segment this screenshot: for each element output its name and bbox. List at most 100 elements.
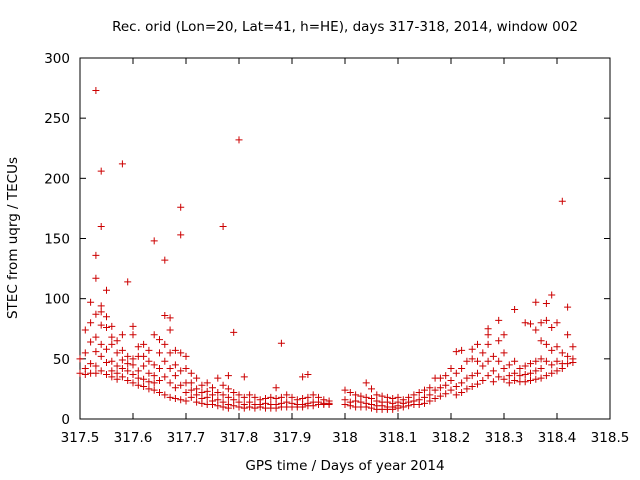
data-point: [421, 393, 428, 401]
data-point: [92, 274, 100, 282]
data-point: [187, 369, 195, 377]
y-tick-label: 250: [44, 111, 70, 127]
data-point: [500, 331, 508, 339]
data-point: [362, 379, 370, 387]
data-point: [553, 367, 561, 375]
data-point: [426, 397, 434, 405]
data-point: [378, 392, 386, 400]
data-point: [129, 322, 137, 330]
y-tick-label: 150: [44, 232, 70, 248]
data-point: [129, 379, 137, 387]
data-point: [288, 393, 296, 401]
data-point: [166, 314, 174, 322]
data-point: [495, 373, 503, 381]
data-point: [156, 389, 163, 397]
data-point: [352, 397, 360, 405]
data-point: [484, 325, 492, 333]
data-point: [108, 333, 116, 341]
data-point: [532, 357, 540, 365]
data-point: [214, 402, 222, 410]
data-point: [527, 320, 534, 328]
x-tick-label: 318: [332, 430, 358, 446]
data-point: [352, 391, 360, 399]
data-point: [161, 373, 169, 381]
data-point: [103, 358, 110, 366]
data-point: [405, 402, 413, 410]
data-point: [76, 355, 84, 363]
data-point: [113, 369, 121, 377]
data-point: [246, 403, 254, 411]
data-point: [564, 331, 572, 339]
data-point: [171, 384, 179, 392]
data-point: [389, 405, 397, 413]
data-point: [484, 372, 492, 380]
data-point: [527, 369, 534, 377]
data-point: [92, 348, 100, 356]
data-point: [214, 389, 222, 397]
data-point: [87, 298, 95, 306]
data-point: [394, 404, 402, 412]
data-point: [346, 389, 354, 397]
data-point: [134, 381, 142, 389]
data-point: [489, 352, 497, 360]
x-tick-label: 317.6: [114, 430, 153, 446]
data-point: [118, 356, 126, 364]
data-point: [182, 389, 190, 397]
data-point: [532, 367, 540, 375]
data-point: [219, 222, 227, 230]
data-point: [304, 393, 312, 401]
data-point: [140, 362, 148, 370]
data-point: [235, 136, 243, 144]
data-point: [103, 324, 110, 332]
data-point: [129, 361, 137, 369]
x-axis-ticks: 317.5 317.6 317.7 317.8 317.9 318 318.1 318.2 31…: [61, 58, 629, 446]
data-point: [558, 364, 566, 372]
data-point: [415, 401, 423, 409]
data-point: [87, 319, 95, 327]
data-point: [161, 391, 169, 399]
data-point: [548, 324, 556, 332]
data-point: [224, 372, 232, 380]
data-point: [548, 291, 556, 299]
data-point: [219, 403, 227, 411]
data-point: [124, 367, 132, 375]
data-point: [463, 385, 471, 393]
data-point: [569, 358, 577, 366]
data-point: [521, 362, 529, 370]
data-point: [564, 303, 572, 311]
data-point: [124, 352, 132, 360]
data-point: [145, 385, 153, 393]
data-point: [542, 316, 550, 324]
data-point: [357, 392, 365, 400]
chart-title: Rec. orid (Lon=20, Lat=41, h=HE), days 3…: [112, 19, 578, 35]
x-tick-label: 318.3: [485, 430, 524, 446]
data-point: [187, 386, 195, 394]
data-point: [426, 384, 434, 392]
data-point: [118, 346, 126, 354]
data-point: [230, 328, 238, 336]
data-point: [150, 372, 158, 380]
data-point: [436, 374, 444, 382]
data-point: [564, 360, 572, 368]
data-point: [346, 402, 354, 410]
data-point: [431, 386, 439, 394]
data-point: [113, 375, 121, 383]
data-point: [140, 383, 148, 391]
data-point: [145, 378, 153, 386]
data-point: [193, 385, 201, 393]
data-point: [447, 364, 455, 372]
data-point: [108, 357, 116, 365]
data-point: [150, 379, 158, 387]
data-point: [161, 312, 169, 320]
data-point: [214, 396, 222, 404]
data-point: [156, 336, 163, 344]
data-point: [235, 403, 243, 411]
data-point: [92, 310, 100, 318]
data-point: [230, 389, 238, 397]
data-point: [224, 393, 232, 401]
data-point: [479, 349, 487, 357]
data-point: [527, 376, 534, 384]
data-point: [505, 372, 513, 380]
data-point: [240, 404, 248, 412]
data-point: [193, 398, 201, 406]
